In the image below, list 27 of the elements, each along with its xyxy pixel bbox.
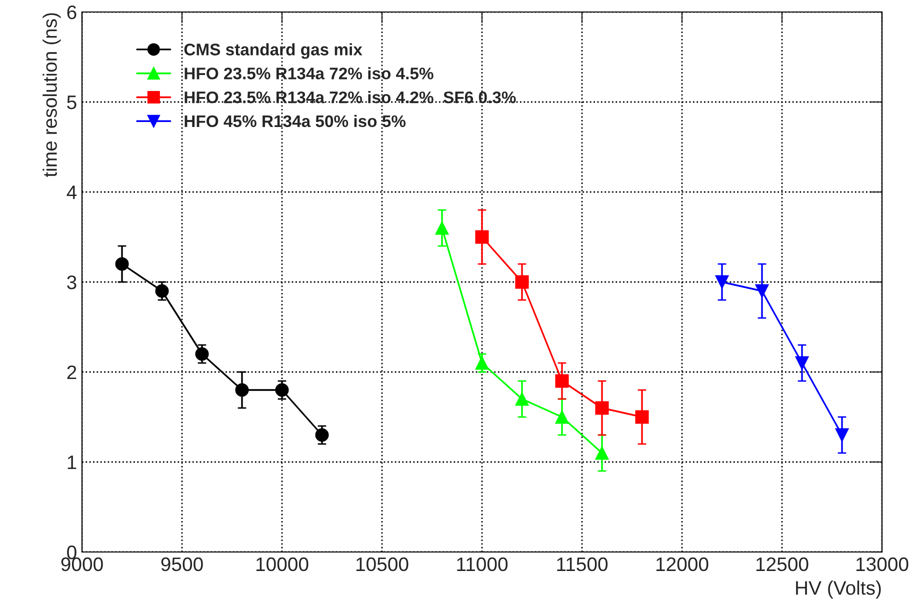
x-tick-label: 9500 <box>161 557 203 572</box>
x-tick-label: 10000 <box>256 557 308 572</box>
point <box>475 230 489 244</box>
x-tick-label: 12500 <box>756 557 808 572</box>
x-axis-title: HV (Volts) <box>796 580 881 599</box>
y-tick-label: 3 <box>67 275 76 290</box>
y-tick-label: 2 <box>67 365 76 380</box>
y-tick-label: 5 <box>67 96 76 110</box>
legend-label: HFO 23.5% R134a 72% iso 4.2% SF6 0.3% <box>184 91 516 104</box>
point <box>635 410 649 424</box>
x-tick-label: 13000 <box>856 557 908 572</box>
legend-label: HFO 45% R134a 50% iso 5% <box>184 114 406 128</box>
y-tick-label: 0 <box>67 545 76 560</box>
x-tick-label: 12000 <box>656 557 708 572</box>
y-tick-label: 1 <box>68 456 76 470</box>
point <box>515 275 529 289</box>
point <box>555 374 569 388</box>
x-tick-label: 11000 <box>457 557 508 572</box>
x-tick-label: 10500 <box>356 557 408 572</box>
y-tick-label: 4 <box>66 186 77 200</box>
legend-label: CMS standard gas mix <box>184 43 362 59</box>
y-axis-title: time resolution (ns) <box>42 13 61 178</box>
x-tick-label: 9000 <box>61 557 103 572</box>
point <box>595 401 609 415</box>
x-tick-label: 11500 <box>557 557 608 572</box>
legend-label: HFO 23.5% R134a 72% iso 4.5% <box>184 67 434 80</box>
y-tick-label: 6 <box>67 5 76 20</box>
